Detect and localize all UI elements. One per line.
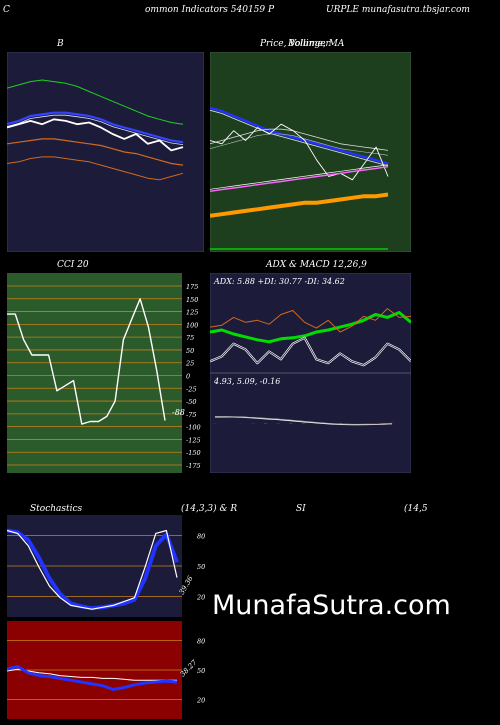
- cci-line: [7, 298, 166, 425]
- stoch-title-left: Stochastics: [30, 504, 83, 514]
- minus-di-line-inner: [210, 337, 411, 366]
- bollinger-middle-band-highlight: [7, 114, 184, 145]
- bollinger-lower-band: [7, 138, 184, 166]
- y-tick-label: -125: [186, 436, 201, 444]
- stoch-slow-line: [7, 528, 179, 611]
- y-tick-label: -25: [186, 385, 196, 393]
- price-line: [210, 123, 389, 181]
- macd-signal-line: [214, 416, 393, 425]
- bollinger-middle-band: [7, 111, 184, 144]
- cci-title: CCI 20: [57, 260, 89, 270]
- y-tick-label: 150: [186, 296, 198, 304]
- y-tick-label: 125: [186, 309, 198, 317]
- cci-value-label: -88: [172, 408, 185, 417]
- bollinger-chart: [7, 52, 204, 252]
- bollinger-upper-band: [7, 79, 184, 125]
- rsi-line: [7, 664, 178, 691]
- adx-macd-chart: ADX: 5.88 +DI: 30.77 -DI: 34.62 4.93, 5.…: [210, 273, 411, 473]
- y-tick-label: -150: [186, 449, 201, 457]
- header-mid: ommon Indicators 540159 P: [145, 5, 275, 15]
- rsi-smooth-line: [7, 668, 177, 681]
- price-blue-ma-highlight: [210, 109, 389, 167]
- price-pink-ma: [210, 166, 389, 192]
- y-tick-label: 50: [197, 563, 205, 571]
- price-ma-title-overlap: Bollinger: [288, 39, 330, 49]
- watermark: MunafaSutra.com: [212, 590, 451, 621]
- stoch-fast-line: [7, 529, 178, 610]
- price-orange-ma: [210, 192, 389, 218]
- y-tick-label: 0: [186, 373, 190, 381]
- bollinger-price: [7, 118, 184, 152]
- stoch-title-right-b: (14,5: [404, 504, 428, 514]
- y-tick-label: 80: [197, 532, 205, 540]
- bollinger-ma: [7, 156, 184, 181]
- bollinger-title: B: [57, 39, 64, 49]
- price-pink-ma-highlight: [210, 164, 389, 190]
- price-blue-ma: [210, 106, 389, 165]
- y-tick-label: -175: [186, 462, 201, 470]
- y-tick-label: 50: [197, 667, 205, 675]
- y-tick-label: 80: [197, 638, 205, 646]
- adx-readout: ADX: 5.88 +DI: 30.77 -DI: 34.62: [213, 277, 345, 286]
- header-right: URPLE munafasutra.tbsjar.com: [326, 5, 470, 15]
- y-tick-label: -75: [186, 411, 196, 419]
- y-tick-label: 20: [196, 696, 205, 704]
- price-ma-title: Price, Volume, MA: [260, 39, 345, 49]
- cci-chart: 175 150 125 100 75 50 25 0 -25 -50 -75 -100 -125 -150…: [7, 273, 201, 473]
- y-tick-label: 75: [186, 334, 194, 342]
- macd-readout: 4.93, 5.09, -0.16: [213, 377, 280, 386]
- adx-macd-title: ADX & MACD 12,26,9: [266, 260, 367, 270]
- y-tick-label: -100: [186, 424, 201, 432]
- price-grey-ma-2: [210, 133, 389, 156]
- stoch-title-right-a: SI: [296, 504, 306, 514]
- plus-di-line: [210, 308, 411, 333]
- y-tick-label: 50: [186, 347, 194, 355]
- y-tick-label: -50: [186, 398, 196, 406]
- adx-line: [210, 311, 411, 344]
- header-left: C: [3, 5, 10, 15]
- stoch-title-mid: (14,3,3) & R: [181, 504, 238, 514]
- y-tick-label: 175: [186, 283, 198, 291]
- y-tick-label: 25: [185, 360, 194, 368]
- y-tick-label: 20: [196, 594, 205, 602]
- y-tick-label: 100: [186, 321, 198, 329]
- price-ma-chart: [210, 52, 411, 252]
